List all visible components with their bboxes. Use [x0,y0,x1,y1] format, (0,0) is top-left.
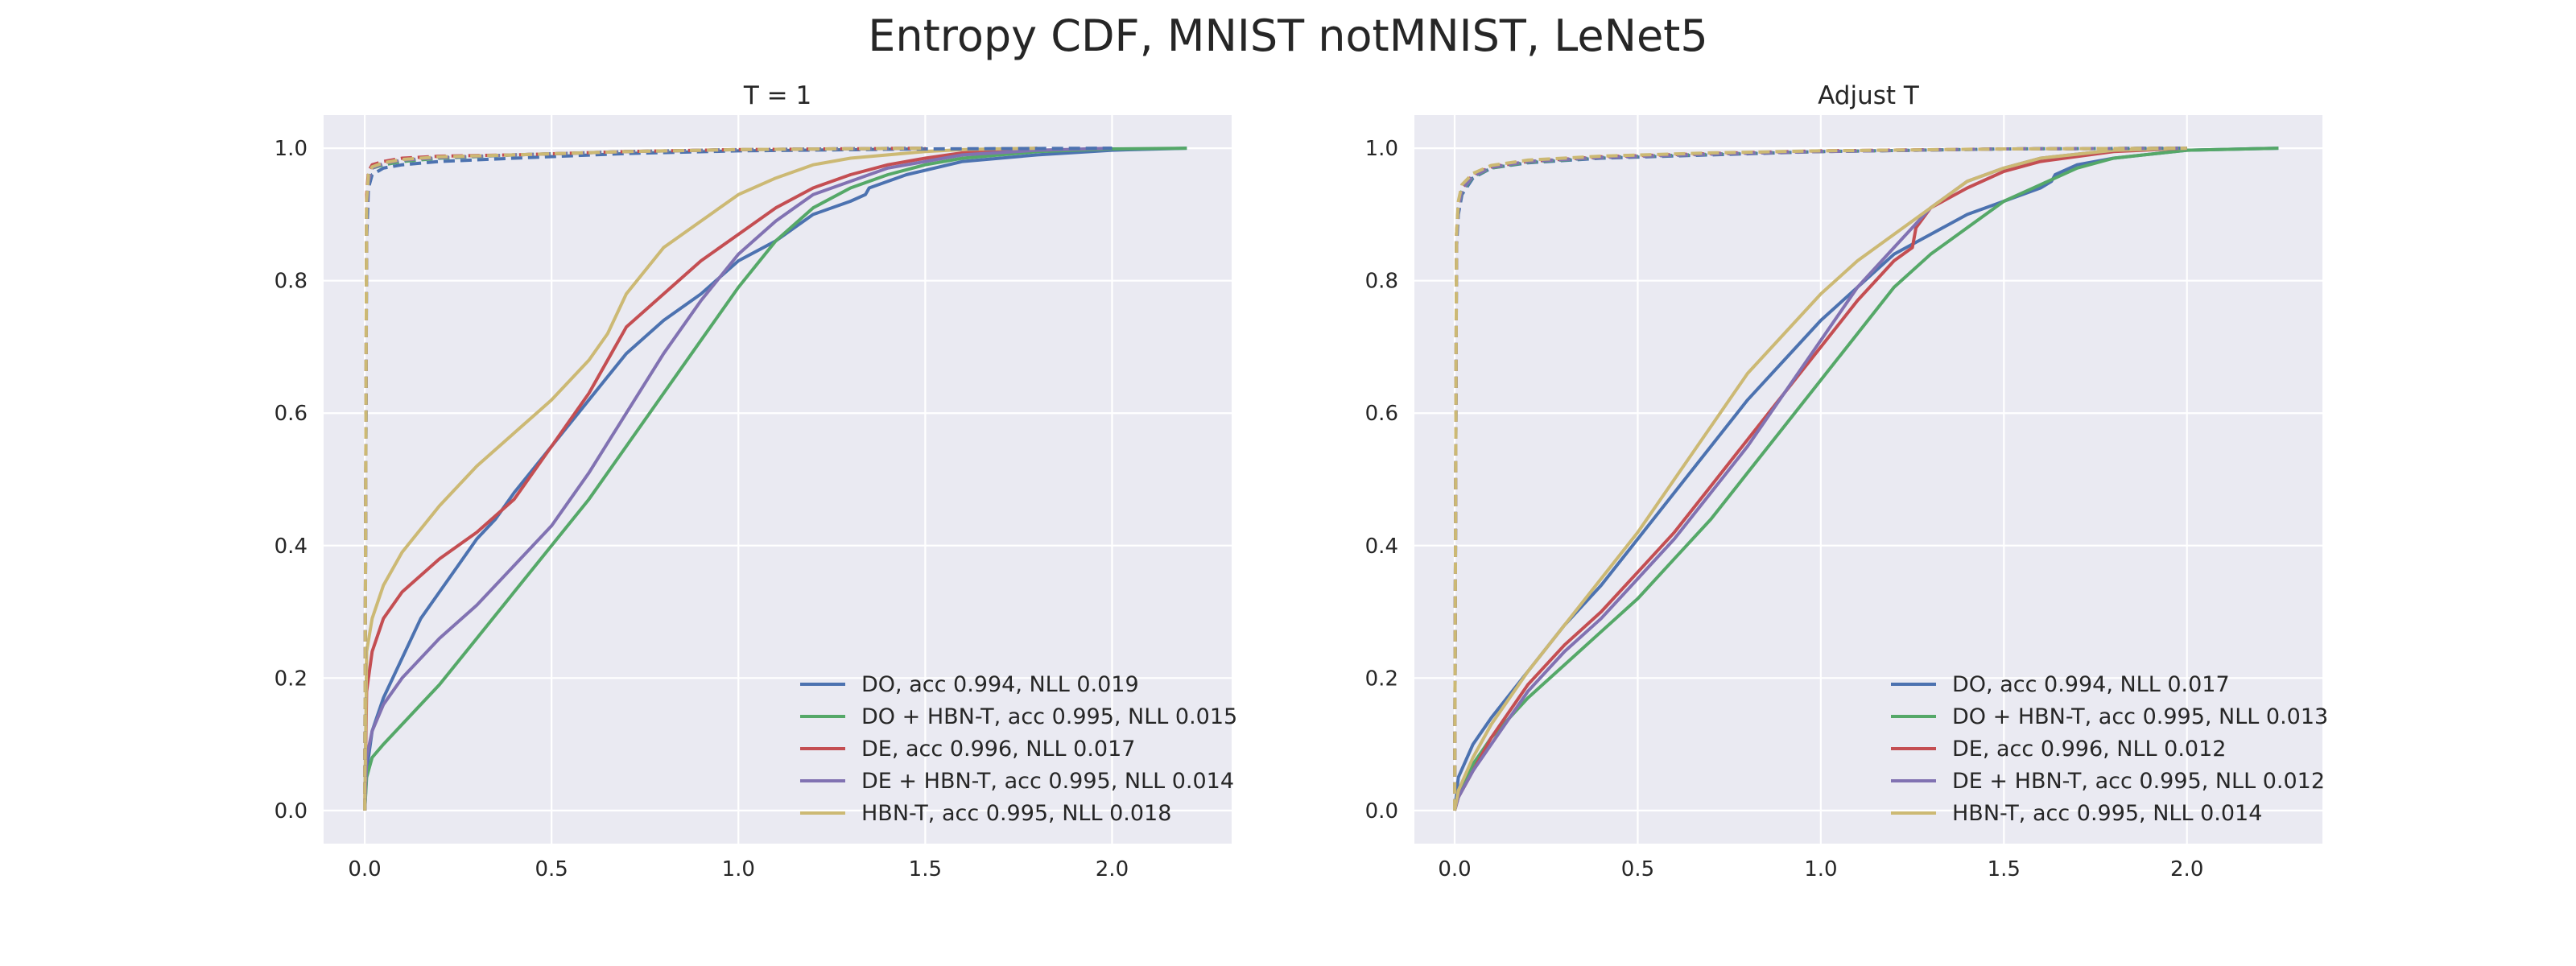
y-tick-label: 0.8 [275,270,308,294]
y-tick-label: 0.2 [1365,667,1398,691]
y-tick-label: 0.0 [1365,799,1398,824]
plot-area [1414,115,2322,844]
y-tick-label: 1.0 [275,137,308,161]
x-tick-label: 1.0 [1804,857,1837,881]
x-tick-label: 0.0 [1438,857,1471,881]
plot-area [324,115,1232,844]
y-tick-label: 0.2 [275,667,308,691]
x-tick-label: 2.0 [1096,857,1129,881]
series-line-solid-3 [363,147,1113,811]
series-line-solid-2 [363,147,1038,811]
y-tick-label: 0.6 [1365,402,1398,426]
series-line-dashed-9 [1453,147,2187,811]
series-line-solid-0 [363,147,1187,811]
series-line-solid-1 [363,147,1187,811]
y-tick-label: 0.6 [275,402,308,426]
legend-label: DE, acc 0.996, NLL 0.012 [1952,737,2226,762]
legend: DO, acc 0.994, NLL 0.017 DO + HBN-T, acc … [1891,672,2328,826]
legend-label: DE + HBN-T, acc 0.995, NLL 0.012 [1952,769,2325,794]
series-line-solid-4 [1453,147,2187,811]
legend-label: DO + HBN-T, acc 0.995, NLL 0.015 [861,704,1237,729]
y-tick-label: 1.0 [1365,137,1398,161]
y-tick-label: 0.4 [275,535,308,559]
figure-title: Entropy CDF, MNIST notMNIST, LeNet5 [868,10,1707,61]
x-tick-label: 0.0 [348,857,381,881]
legend-label: DO, acc 0.994, NLL 0.017 [1952,672,2230,697]
chart-panel-t1: T = 1 0.0 0.5 1.0 1.5 2.0 0.0 0.2 0.4 0.6 0.8 1.0 DO… [275,81,1238,881]
legend-label: DO, acc 0.994, NLL 0.019 [861,672,1139,697]
x-tick-label: 1.5 [909,857,942,881]
y-tick-label: 0.0 [275,799,308,824]
x-tick-label: 2.0 [2170,857,2203,881]
x-tick-label: 1.0 [722,857,755,881]
x-tick-label: 1.5 [1988,857,2021,881]
chart-panel-adjust-t: Adjust T 0.0 0.5 1.0 1.5 2.0 0.0 0.2 0.4 0.6 0.8 1.… [1365,81,2329,881]
series-line-dashed-9 [363,147,926,811]
x-tick-label: 0.5 [1621,857,1654,881]
legend: DO, acc 0.994, NLL 0.019 DO + HBN-T, acc … [800,672,1237,826]
legend-label: HBN-T, acc 0.995, NLL 0.014 [1952,801,2262,826]
y-tick-label: 0.8 [1365,270,1398,294]
legend-label: DO + HBN-T, acc 0.995, NLL 0.013 [1952,704,2328,729]
legend-label: DE + HBN-T, acc 0.995, NLL 0.014 [861,769,1234,794]
legend-label: DE, acc 0.996, NLL 0.017 [861,737,1135,762]
x-tick-label: 0.5 [535,857,568,881]
y-tick-label: 0.4 [1365,535,1398,559]
subplot-title: Adjust T [1818,81,1920,110]
legend-label: HBN-T, acc 0.995, NLL 0.018 [861,801,1171,826]
series-line-solid-4 [363,147,1038,811]
subplot-title: T = 1 [743,81,811,110]
